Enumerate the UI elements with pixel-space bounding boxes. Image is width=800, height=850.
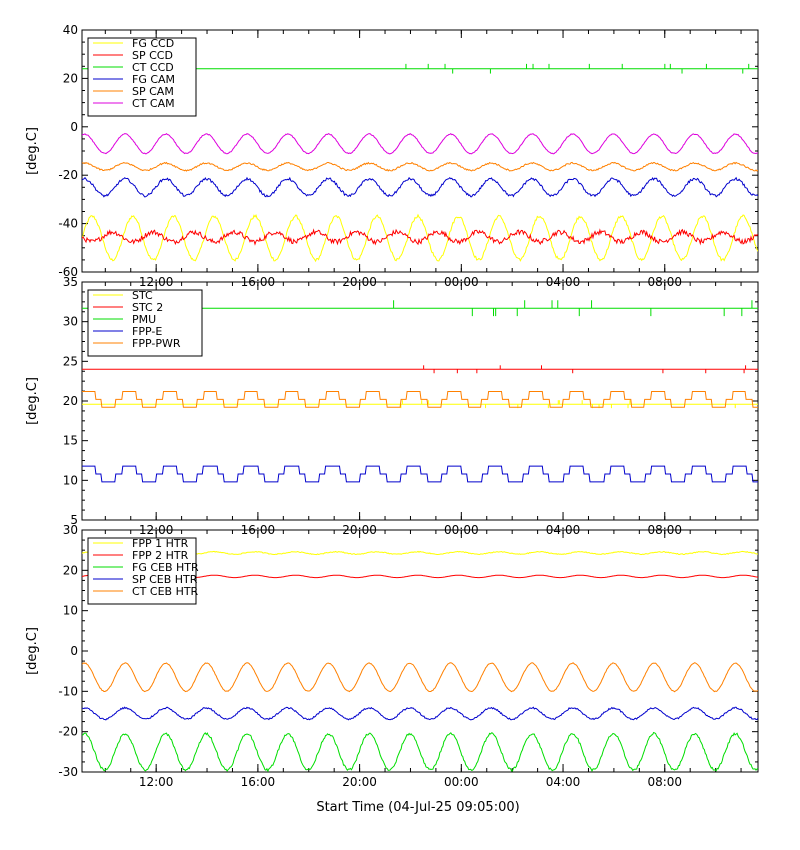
- y-tick-label: -60: [58, 265, 78, 279]
- legend-label: CT CEB HTR: [132, 585, 199, 598]
- series-line-fg-ccd: [82, 213, 758, 263]
- series-line-fg-ceb-htr: [82, 731, 758, 772]
- y-tick-label: 20: [63, 394, 78, 408]
- legend-label: FPP-PWR: [132, 337, 181, 350]
- legend-label: STC: [132, 289, 153, 302]
- legend-label: CT CCD: [132, 61, 174, 74]
- y-tick-label: 0: [70, 120, 78, 134]
- y-tick-label: 40: [63, 23, 78, 37]
- x-tick-label: 00:00: [444, 775, 479, 789]
- series-line-fg-cam: [82, 176, 758, 198]
- legend-box: [87, 537, 197, 605]
- x-tick-label: 12:00: [139, 775, 174, 789]
- y-axis-title: [deg.C]: [25, 377, 40, 425]
- y-tick-label: 20: [63, 563, 78, 577]
- y-tick-label: -10: [58, 684, 78, 698]
- y-tick-label: 25: [63, 354, 78, 368]
- y-axis-title: [deg.C]: [25, 627, 40, 675]
- legend-label: FPP 1 HTR: [132, 537, 189, 550]
- series-line-sp-ceb-htr: [82, 706, 758, 721]
- legend-label: CT CAM: [132, 97, 175, 110]
- y-tick-label: -30: [58, 765, 78, 779]
- y-tick-label: 20: [63, 71, 78, 85]
- x-tick-label: 04:00: [546, 775, 581, 789]
- y-tick-label: 30: [63, 523, 78, 537]
- series-line-sp-ccd: [82, 228, 758, 246]
- x-axis-title: Start Time (04-Jul-25 09:05:00): [316, 800, 519, 815]
- legend-label: STC 2: [132, 301, 163, 314]
- series-line-fpp-pwr: [82, 391, 758, 408]
- y-tick-label: 10: [63, 473, 78, 487]
- y-tick-label: 10: [63, 604, 78, 618]
- legend-label: FPP 2 HTR: [132, 549, 189, 562]
- series-line-ct-ceb-htr: [82, 662, 758, 693]
- y-tick-label: 30: [63, 315, 78, 329]
- legend-box: [87, 289, 203, 357]
- y-tick-label: 0: [70, 644, 78, 658]
- legend-label: FG CAM: [132, 73, 175, 86]
- y-tick-label: 35: [63, 275, 78, 289]
- y-tick-label: -20: [58, 725, 78, 739]
- series-line-sp-cam: [82, 161, 758, 172]
- legend-label: FG CCD: [132, 37, 174, 50]
- series-line-ct-cam: [82, 132, 758, 155]
- y-tick-label: 5: [70, 513, 78, 527]
- legend-label: SP CCD: [132, 49, 173, 62]
- series-line-fpp-e: [82, 465, 758, 483]
- panel-3: -30 -20 -10 0 10 20 30 12:00 16:00 20:00 00:00 04:0…: [25, 523, 759, 789]
- legend-label: SP CEB HTR: [132, 573, 198, 586]
- y-tick-label: -40: [58, 217, 78, 231]
- legend-label: SP CAM: [132, 85, 174, 98]
- legend-label: PMU: [132, 313, 156, 326]
- y-axis-title: [deg.C]: [25, 127, 40, 175]
- x-tick-label: 16:00: [241, 775, 276, 789]
- y-tick-label: -20: [58, 168, 78, 182]
- legend-label: FPP-E: [132, 325, 162, 338]
- y-tick-label: 15: [63, 434, 78, 448]
- x-tick-label: 20:00: [342, 775, 377, 789]
- legend-label: FG CEB HTR: [132, 561, 199, 574]
- x-tick-label: 08:00: [647, 775, 682, 789]
